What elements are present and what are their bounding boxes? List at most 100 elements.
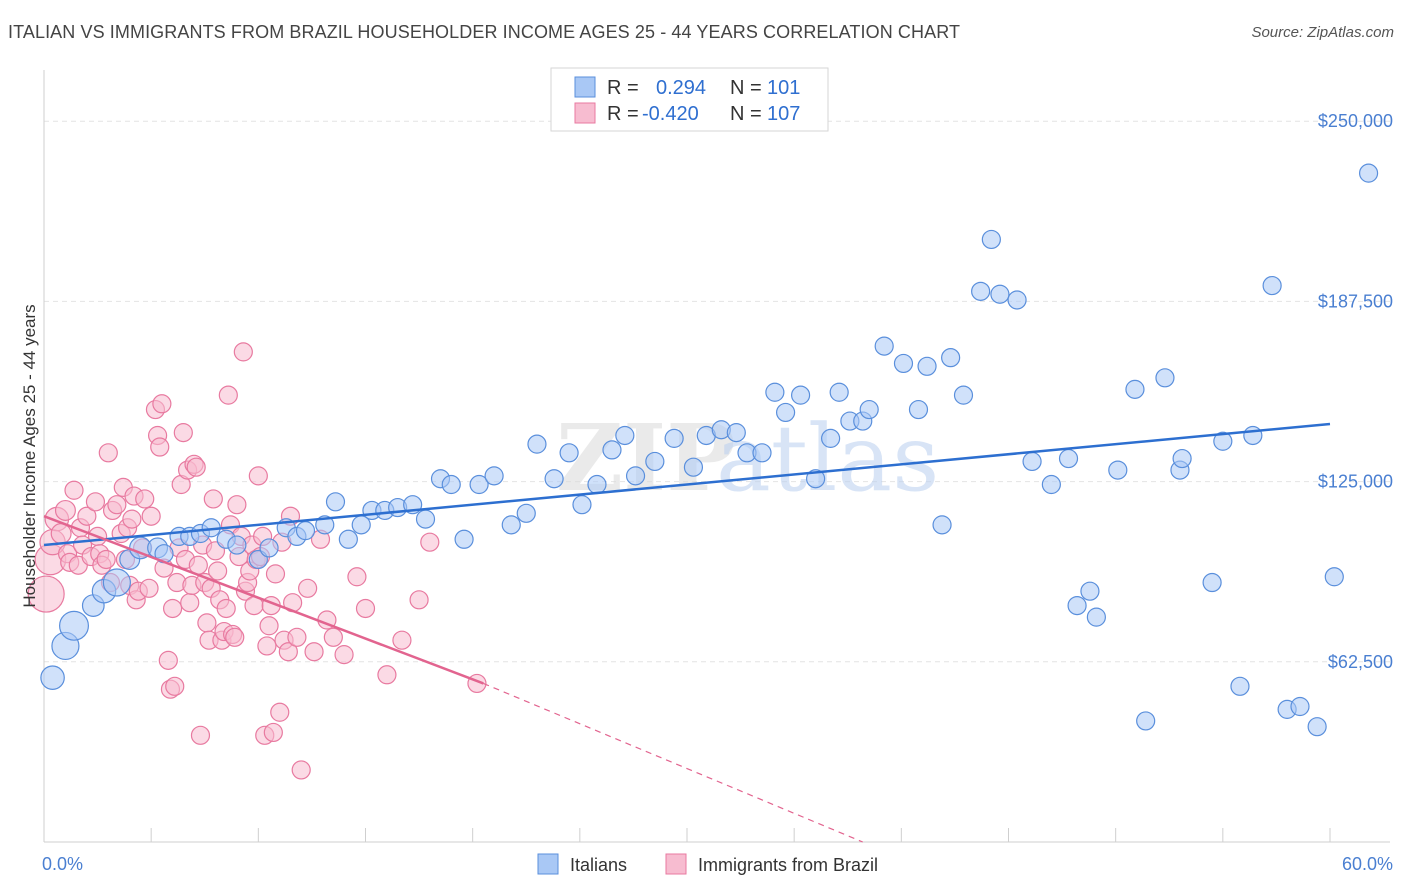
- brazil-point: [27, 575, 65, 613]
- brazil-point: [323, 627, 343, 647]
- legend-n-label-italians: N =: [730, 77, 762, 99]
- italians-point: [527, 434, 547, 454]
- brazil-point: [259, 616, 279, 636]
- brazil-point: [392, 630, 412, 650]
- brazil-point: [98, 443, 118, 463]
- italians-point: [625, 466, 646, 486]
- brazil-point: [409, 590, 429, 610]
- bottom-legend-swatch-italians: [537, 853, 559, 875]
- italians-point: [765, 382, 785, 402]
- brazil-point: [233, 342, 253, 362]
- italians-point: [484, 466, 504, 486]
- italians-point: [544, 469, 564, 489]
- italians-point: [726, 423, 746, 443]
- italians-point: [893, 353, 914, 374]
- italians-point: [1155, 368, 1175, 388]
- italians-point: [315, 515, 335, 535]
- x-tick-label-min: 0.0%: [42, 854, 83, 874]
- italians-point: [874, 336, 894, 356]
- brazil-point: [334, 645, 354, 665]
- italians-point: [501, 515, 521, 535]
- legend-n-value-brazil: 107: [767, 103, 800, 125]
- italians-point: [1230, 676, 1250, 696]
- brazil-point: [287, 627, 307, 647]
- brazil-point: [135, 489, 155, 509]
- brazil-point: [263, 722, 283, 743]
- bottom-legend: Italians Immigrants from Brazil: [537, 853, 878, 875]
- italians-point: [1125, 379, 1145, 399]
- italians-point: [441, 474, 461, 495]
- legend-swatch-brazil: [574, 102, 596, 124]
- brazil-point: [180, 593, 200, 613]
- brazil-point: [420, 532, 440, 552]
- brazil-point: [85, 492, 106, 512]
- italians-point: [821, 428, 841, 448]
- brazil-point: [257, 636, 277, 656]
- brazil-point: [139, 578, 159, 598]
- brazil-point: [265, 564, 286, 584]
- y-axis-label: Householder Income Ages 25 - 44 years: [20, 304, 39, 607]
- y-tick-label: $250,000: [1318, 111, 1393, 131]
- italians-point: [1108, 460, 1128, 480]
- italians-point: [805, 469, 826, 489]
- italians-point: [990, 284, 1010, 304]
- italians-point: [829, 382, 849, 402]
- brazil-point: [163, 598, 183, 619]
- italians-point: [981, 229, 1001, 250]
- trend-lines: [43, 422, 1331, 843]
- brazil-point: [203, 489, 223, 509]
- brazil-trend-line: [43, 515, 484, 685]
- italians-point: [1080, 581, 1100, 601]
- italians-point: [1041, 474, 1061, 495]
- legend-r-label-italians: R =: [607, 77, 639, 99]
- brazil-point: [107, 495, 127, 515]
- brazil-point: [158, 650, 178, 670]
- italians-point: [1262, 275, 1282, 296]
- italians-point: [917, 356, 937, 376]
- y-axis-tick-labels: $62,500 $125,000 $187,500 $250,000: [1318, 111, 1393, 672]
- x-axis-tick-labels: 0.0% 60.0%: [42, 854, 1393, 874]
- italians-point: [572, 495, 592, 515]
- italians-point: [971, 281, 991, 301]
- y-tick-label: $62,500: [1328, 652, 1393, 672]
- legend-box: [550, 67, 829, 132]
- series-italians-points: [40, 163, 1379, 737]
- italians-point: [752, 443, 772, 463]
- italians-point: [1202, 572, 1222, 593]
- italians-point: [59, 610, 90, 641]
- y-tick-label: $125,000: [1318, 472, 1393, 492]
- italians-point: [338, 529, 358, 549]
- legend-swatch-italians: [574, 76, 596, 98]
- italians-point: [587, 474, 607, 495]
- brazil-point: [150, 437, 170, 457]
- legend-r-value-brazil: -0.420: [642, 103, 699, 125]
- italians-point: [1172, 448, 1192, 469]
- legend-n-value-italians: 101: [767, 77, 800, 99]
- chart-title: ITALIAN VS IMMIGRANTS FROM BRAZIL HOUSEH…: [8, 22, 961, 42]
- axes: [43, 70, 1390, 843]
- italians-point: [1022, 451, 1042, 472]
- italians-point: [1307, 717, 1327, 737]
- brazil-point: [347, 567, 367, 587]
- italians-point: [664, 428, 684, 448]
- brazil-point: [218, 385, 238, 405]
- italians-point: [1324, 567, 1344, 587]
- italians-point: [227, 535, 247, 555]
- italians-point: [1213, 431, 1233, 451]
- legend-r-label-brazil: R =: [607, 103, 639, 125]
- italians-point: [908, 399, 929, 420]
- brazil-point: [278, 642, 298, 662]
- series-brazil-points: [27, 342, 487, 780]
- brazil-point: [77, 506, 97, 526]
- bottom-legend-label-italians: Italians: [570, 855, 627, 875]
- x-tick-label-max: 60.0%: [1342, 854, 1393, 874]
- italians-point: [40, 665, 65, 690]
- italians-point: [559, 443, 579, 463]
- legend-n-label-brazil: N =: [730, 103, 762, 125]
- italians-point: [602, 440, 622, 460]
- italians-point: [295, 521, 316, 541]
- brazil-point: [248, 466, 268, 486]
- italians-point: [325, 492, 346, 512]
- italians-point: [102, 568, 131, 597]
